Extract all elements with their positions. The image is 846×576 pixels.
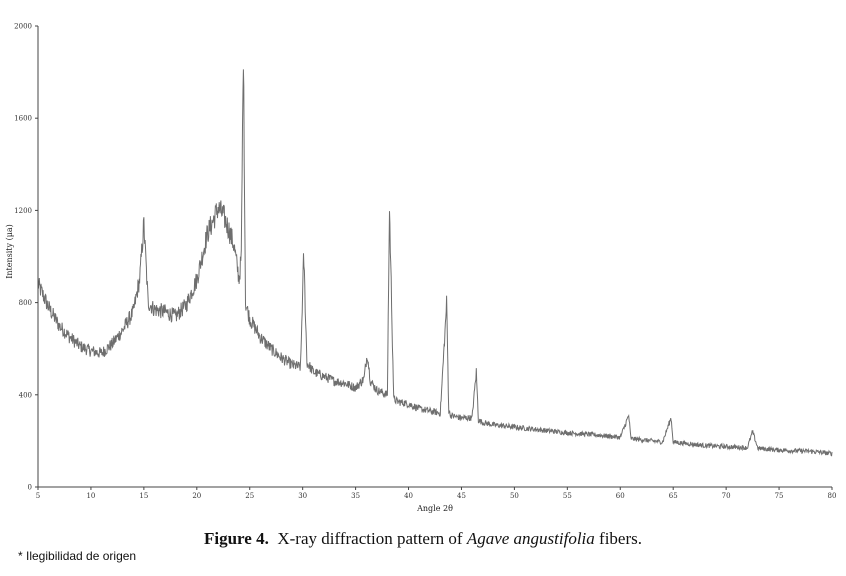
x-tick-label: 40 [404, 492, 413, 500]
x-tick-label: 10 [86, 492, 95, 500]
axis-tick-labels: 5 10 15 20 25 30 35 40 45 50 55 60 65 70 75 80040080012… [14, 23, 836, 501]
y-tick-label: 800 [19, 299, 32, 307]
axis-ticks [35, 25, 833, 490]
x-tick-label: 35 [351, 492, 360, 500]
y-tick-label: 400 [19, 391, 32, 399]
x-tick-label: 60 [616, 492, 625, 500]
x-tick-label: 70 [722, 492, 731, 500]
footnote: * Ilegibilidad de origen [18, 549, 137, 563]
y-tick-label: 1600 [14, 115, 32, 123]
x-tick-label: 15 [139, 492, 148, 500]
y-tick-label: 1200 [14, 207, 32, 215]
caption-text-after: fibers. [594, 529, 642, 548]
y-tick-label: 2000 [14, 23, 32, 31]
x-tick-label: 50 [510, 492, 519, 500]
caption-species: Agave angustifolia [466, 529, 595, 548]
intensity-series-line [37, 69, 833, 457]
x-tick-label: 80 [828, 492, 837, 500]
figure-label: Figure 4. [204, 529, 269, 548]
x-tick-label: 20 [192, 492, 201, 500]
x-tick-label: 45 [457, 492, 466, 500]
figure-caption: Figure 4. X-ray diffraction pattern of A… [0, 529, 846, 549]
x-tick-label: 75 [775, 492, 784, 500]
x-tick-label: 55 [563, 492, 572, 500]
x-tick-label: 25 [245, 492, 254, 500]
y-axis-title: Intensity (μa) [5, 224, 14, 279]
y-tick-label: 0 [28, 484, 32, 492]
x-tick-label: 5 [36, 492, 40, 500]
x-axis-title: Angle 2θ [416, 504, 453, 513]
caption-text-before: X-ray diffraction pattern of [277, 529, 467, 548]
x-tick-label: 30 [298, 492, 307, 500]
xrd-chart: 5 10 15 20 25 30 35 40 45 50 55 60 65 70 75 80040080012… [5, 23, 836, 514]
x-tick-label: 65 [669, 492, 678, 500]
